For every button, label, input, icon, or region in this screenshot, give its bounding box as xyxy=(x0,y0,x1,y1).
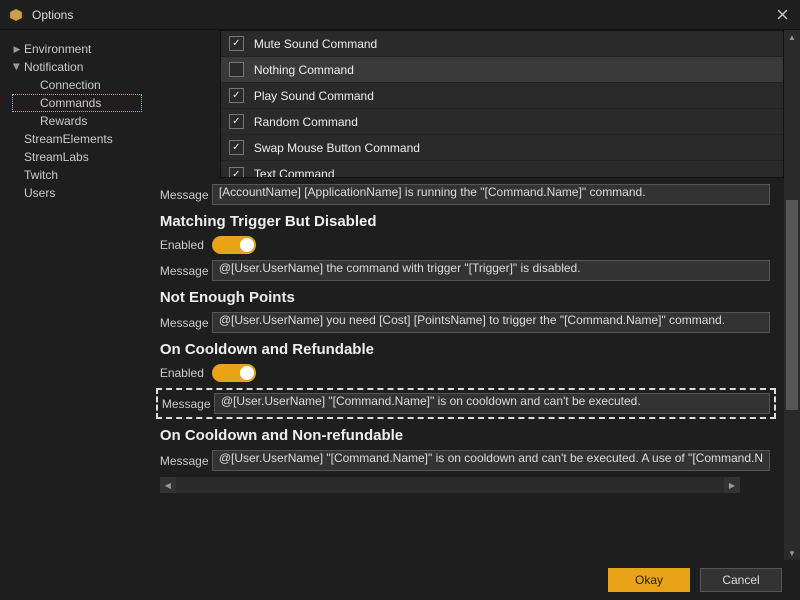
command-row[interactable]: Mute Sound Command xyxy=(221,31,783,57)
message-input-points[interactable]: @[User.UserName] you need [Cost] [Points… xyxy=(212,312,770,333)
close-icon[interactable] xyxy=(772,5,792,25)
chevron-right-icon: ▶ xyxy=(12,40,22,58)
scroll-up-icon[interactable]: ▲ xyxy=(784,30,800,44)
message-label: Message xyxy=(160,454,212,468)
scroll-left-icon[interactable]: ◀ xyxy=(160,477,176,493)
enabled-toggle[interactable] xyxy=(212,236,256,254)
checkbox-icon[interactable] xyxy=(229,140,244,155)
checkbox-icon[interactable] xyxy=(229,167,244,178)
message-input-cooldown-nonref[interactable]: @[User.UserName] "[Command.Name]" is on … xyxy=(212,450,770,471)
horizontal-scrollbar[interactable]: ◀ ▶ xyxy=(160,477,740,493)
message-label: Message xyxy=(160,264,212,278)
scroll-down-icon[interactable]: ▼ xyxy=(784,546,800,560)
tree-item-connection[interactable]: Connection xyxy=(12,76,142,94)
cancel-button[interactable]: Cancel xyxy=(700,568,782,592)
chevron-down-icon: ▶ xyxy=(8,62,26,72)
message-input-running[interactable]: [AccountName] [ApplicationName] is runni… xyxy=(212,184,770,205)
tree-item-streamelements[interactable]: StreamElements xyxy=(12,130,142,148)
command-row[interactable]: Nothing Command xyxy=(221,57,783,83)
command-row[interactable]: Play Sound Command xyxy=(221,83,783,109)
command-list[interactable]: Mute Sound Command Nothing Command Play … xyxy=(220,30,784,178)
enabled-label: Enabled xyxy=(160,238,212,252)
message-label: Message xyxy=(160,316,212,330)
command-row[interactable]: Text Command xyxy=(221,161,343,177)
app-icon xyxy=(8,7,24,23)
heading-disabled: Matching Trigger But Disabled xyxy=(160,213,770,230)
window-title: Options xyxy=(32,8,772,22)
titlebar: Options xyxy=(0,0,800,30)
panel-scrollbar[interactable]: ▲ ▼ xyxy=(784,30,800,560)
heading-cooldown-ref: On Cooldown and Refundable xyxy=(160,341,770,358)
tree-item-commands[interactable]: Commands xyxy=(12,94,142,112)
heading-cooldown-nonref: On Cooldown and Non-refundable xyxy=(160,427,770,444)
tree-item-twitch[interactable]: Twitch xyxy=(12,166,142,184)
tree-item-users[interactable]: Users xyxy=(12,184,142,202)
heading-points: Not Enough Points xyxy=(160,289,770,306)
command-row[interactable]: Random Command xyxy=(221,109,783,135)
highlighted-row: Message @[User.UserName] "[Command.Name]… xyxy=(156,388,776,419)
tree-item-streamlabs[interactable]: StreamLabs xyxy=(12,148,142,166)
nav-tree: ▶ Environment ▶ Notification Connection … xyxy=(0,30,150,560)
settings-panel: Mute Sound Command Nothing Command Play … xyxy=(150,30,800,560)
tree-item-notification[interactable]: ▶ Notification xyxy=(12,58,142,76)
enabled-toggle[interactable] xyxy=(212,364,256,382)
scroll-right-icon[interactable]: ▶ xyxy=(724,477,740,493)
dialog-footer: Okay Cancel xyxy=(0,560,800,600)
enabled-label: Enabled xyxy=(160,366,212,380)
message-input-cooldown-ref[interactable]: @[User.UserName] "[Command.Name]" is on … xyxy=(214,393,770,414)
checkbox-icon[interactable] xyxy=(229,36,244,51)
checkbox-icon[interactable] xyxy=(229,62,244,77)
tree-item-rewards[interactable]: Rewards xyxy=(12,112,142,130)
message-input-disabled[interactable]: @[User.UserName] the command with trigge… xyxy=(212,260,770,281)
command-row[interactable]: Swap Mouse Button Command xyxy=(221,135,783,161)
checkbox-icon[interactable] xyxy=(229,88,244,103)
message-label: Message xyxy=(162,397,214,411)
message-label: Message xyxy=(160,188,212,202)
ok-button[interactable]: Okay xyxy=(608,568,690,592)
tree-item-environment[interactable]: ▶ Environment xyxy=(12,40,142,58)
checkbox-icon[interactable] xyxy=(229,114,244,129)
scroll-thumb[interactable] xyxy=(786,200,798,410)
